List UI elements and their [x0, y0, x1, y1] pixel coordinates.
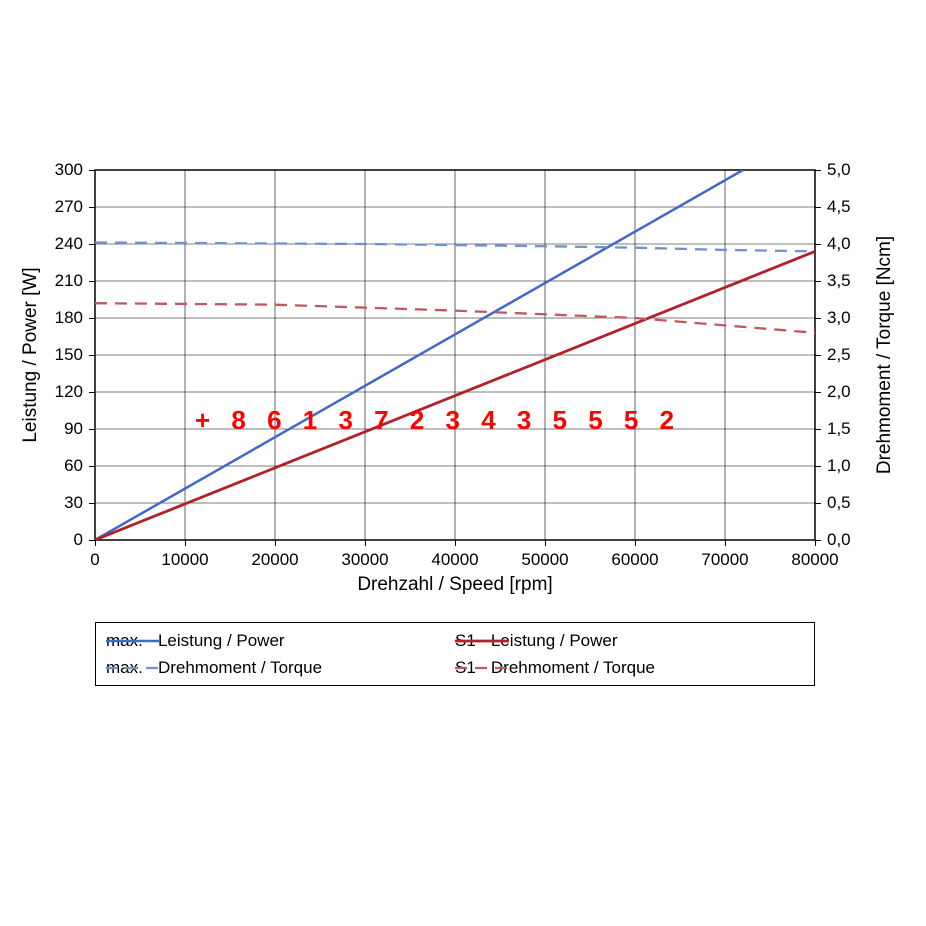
x-axis-title: Drehzahl / Speed [rpm] — [357, 574, 552, 596]
y-left-tick-mark — [89, 355, 95, 356]
x-tick-mark — [545, 540, 546, 546]
y-right-tick-label: 4,5 — [827, 197, 851, 217]
y-left-tick-label: 270 — [49, 197, 83, 217]
y-right-tick-label: 1,5 — [827, 419, 851, 439]
legend: max. - Leistung / PowerS1 - Leistung / P… — [95, 622, 815, 686]
y-left-tick-mark — [89, 281, 95, 282]
y-right-tick-mark — [815, 281, 821, 282]
y-left-tick-mark — [89, 429, 95, 430]
y-left-axis-title: Leistung / Power [W] — [20, 267, 42, 442]
x-tick-label: 80000 — [791, 550, 838, 570]
plot-svg — [95, 170, 815, 540]
y-left-tick-label: 240 — [49, 234, 83, 254]
y-right-tick-mark — [815, 392, 821, 393]
y-right-tick-label: 4,0 — [827, 234, 851, 254]
x-tick-label: 60000 — [611, 550, 658, 570]
y-left-tick-mark — [89, 392, 95, 393]
y-right-tick-label: 2,0 — [827, 382, 851, 402]
legend-item-s1_torque: S1 - Drehmoment / Torque — [455, 658, 804, 678]
y-left-tick-mark — [89, 318, 95, 319]
x-tick-mark — [455, 540, 456, 546]
y-left-tick-label: 30 — [49, 493, 83, 513]
y-left-tick-label: 60 — [49, 456, 83, 476]
y-right-tick-mark — [815, 503, 821, 504]
legend-item-s1_power: S1 - Leistung / Power — [455, 631, 804, 651]
y-left-tick-label: 180 — [49, 308, 83, 328]
legend-swatch — [455, 631, 509, 651]
x-tick-mark — [275, 540, 276, 546]
legend-swatch — [106, 658, 160, 678]
x-tick-mark — [815, 540, 816, 546]
x-tick-label: 30000 — [341, 550, 388, 570]
plot-area — [95, 170, 815, 540]
legend-item-max_torque: max. - Drehmoment / Torque — [106, 658, 455, 678]
y-left-tick-label: 150 — [49, 345, 83, 365]
x-tick-label: 10000 — [161, 550, 208, 570]
y-right-tick-mark — [815, 244, 821, 245]
legend-swatch — [106, 631, 160, 651]
y-left-tick-label: 210 — [49, 271, 83, 291]
y-right-tick-mark — [815, 318, 821, 319]
y-right-tick-mark — [815, 540, 821, 541]
x-tick-label: 50000 — [521, 550, 568, 570]
y-right-tick-mark — [815, 355, 821, 356]
x-tick-mark — [725, 540, 726, 546]
y-left-tick-mark — [89, 170, 95, 171]
x-tick-mark — [365, 540, 366, 546]
y-right-tick-mark — [815, 429, 821, 430]
y-left-tick-mark — [89, 466, 95, 467]
y-right-tick-mark — [815, 466, 821, 467]
y-left-tick-label: 90 — [49, 419, 83, 439]
y-right-tick-label: 2,5 — [827, 345, 851, 365]
y-left-tick-label: 0 — [49, 530, 83, 550]
y-right-tick-label: 3,5 — [827, 271, 851, 291]
x-tick-label: 40000 — [431, 550, 478, 570]
y-right-tick-mark — [815, 207, 821, 208]
y-right-tick-label: 1,0 — [827, 456, 851, 476]
legend-item-max_power: max. - Leistung / Power — [106, 631, 455, 651]
chart-container: Drehzahl / Speed [rpm] Leistung / Power … — [0, 0, 926, 926]
y-left-tick-mark — [89, 207, 95, 208]
x-tick-mark — [635, 540, 636, 546]
x-tick-label: 0 — [90, 550, 99, 570]
y-left-tick-mark — [89, 503, 95, 504]
y-right-axis-title: Drehmoment / Torque [Ncm] — [874, 236, 896, 474]
y-left-tick-mark — [89, 540, 95, 541]
y-left-tick-label: 300 — [49, 160, 83, 180]
x-tick-label: 70000 — [701, 550, 748, 570]
x-tick-mark — [95, 540, 96, 546]
x-tick-label: 20000 — [251, 550, 298, 570]
y-right-tick-label: 0,0 — [827, 530, 851, 550]
y-right-tick-label: 3,0 — [827, 308, 851, 328]
legend-swatch — [455, 658, 509, 678]
x-tick-mark — [185, 540, 186, 546]
y-right-tick-label: 0,5 — [827, 493, 851, 513]
y-left-tick-label: 120 — [49, 382, 83, 402]
y-right-tick-mark — [815, 170, 821, 171]
y-right-tick-label: 5,0 — [827, 160, 851, 180]
y-left-tick-mark — [89, 244, 95, 245]
